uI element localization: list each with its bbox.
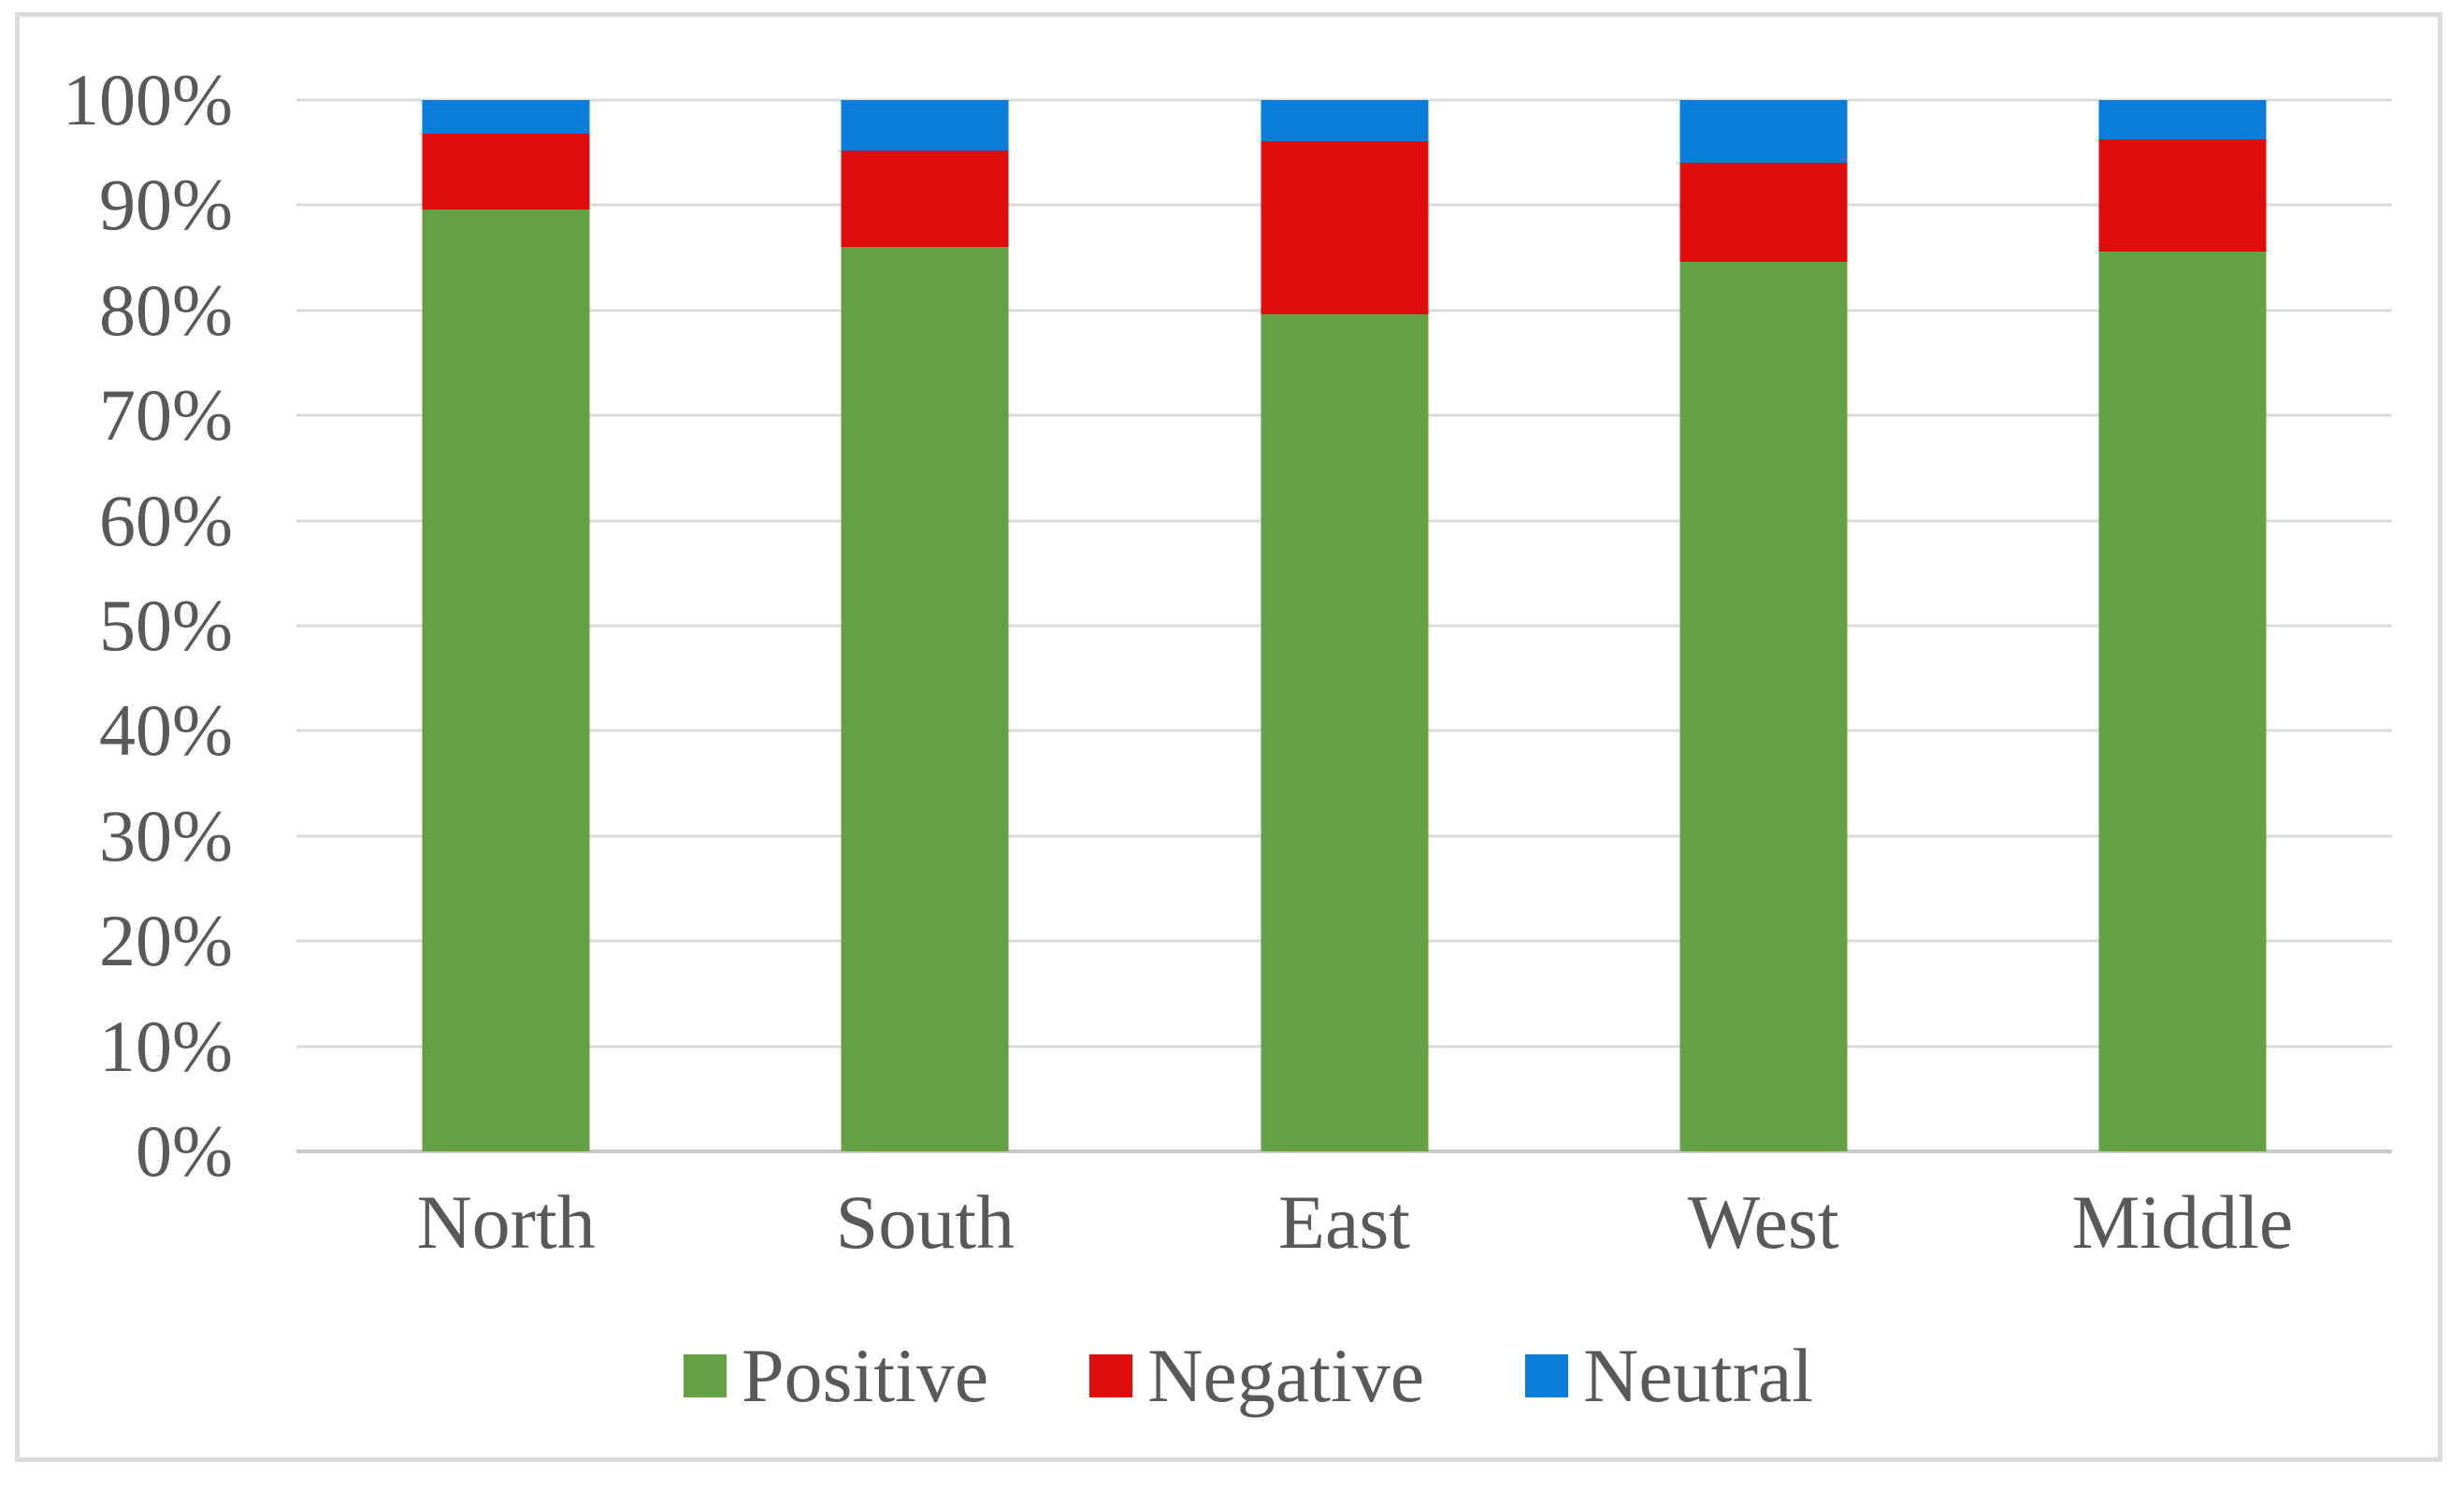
bar-north [422,100,590,1151]
y-tick-label-30: 30% [99,794,233,876]
category-label-middle: Middle [2071,1179,2294,1265]
legend-label-neutral: Neutral [1583,1333,1814,1418]
y-tick-label-70: 70% [99,374,233,456]
bar-segment-east-negative [1261,140,1428,315]
y-tick-label-40: 40% [99,689,233,772]
bar-segment-middle-neutral [2098,100,2267,139]
bar-segment-east-neutral [1261,100,1428,141]
bar-east [1261,100,1428,1151]
bar-segment-west-neutral [1679,100,1848,164]
bar-segment-east-positive [1261,314,1428,1151]
plot-area [296,98,2392,1153]
legend-label-negative: Negative [1147,1333,1425,1418]
y-tick-label-80: 80% [99,268,233,351]
bar-segment-west-negative [1679,163,1848,263]
bar-segment-middle-positive [2098,251,2267,1151]
y-tick-label-50: 50% [99,585,233,666]
legend-swatch-neutral [1525,1354,1569,1397]
y-tick-label-60: 60% [99,479,233,561]
bar-segment-north-negative [422,133,590,210]
bar-segment-west-positive [1679,262,1848,1151]
legend-item-positive: Positive [683,1333,989,1418]
bar-middle [2098,100,2267,1151]
y-tick-label-0: 0% [136,1110,233,1192]
chart-figure: 0% 10% 20% 30% 40% 50% 60% 70% 80% 90% 100% North S… [15,12,2442,1462]
x-axis-category-labels: North South East West Middle [296,1184,2392,1278]
category-label-west: West [1687,1179,1839,1265]
y-tick-label-10: 10% [99,1005,233,1087]
bar-segment-south-negative [841,150,1009,248]
bar-south [841,100,1009,1151]
legend-item-negative: Negative [1089,1338,1424,1414]
category-label-north: North [416,1179,596,1265]
y-axis-tick-labels: 0% 10% 20% 30% 40% 50% 60% 70% 80% 90% 100% [20,64,233,1188]
bar-segment-north-positive [422,209,590,1151]
bar-segment-middle-negative [2098,138,2267,252]
bar-west [1679,100,1848,1151]
y-tick-label-100: 100% [63,59,233,140]
y-tick-label-90: 90% [99,164,233,246]
legend-item-neutral: Neutral [1525,1338,1813,1414]
bar-segment-north-neutral [422,100,590,134]
gridline-100 [296,98,2392,102]
legend-swatch-negative [1089,1354,1133,1397]
y-tick-label-20: 20% [99,900,233,982]
legend: Positive Negative Neutral [35,1338,2462,1414]
category-label-east: East [1277,1179,1411,1265]
legend-swatch-positive [683,1354,727,1397]
legend-label-positive: Positive [741,1333,989,1418]
bar-segment-south-neutral [841,100,1009,151]
x-axis-line [296,1150,2392,1153]
bar-segment-south-positive [841,247,1009,1151]
category-label-south: South [835,1179,1015,1265]
